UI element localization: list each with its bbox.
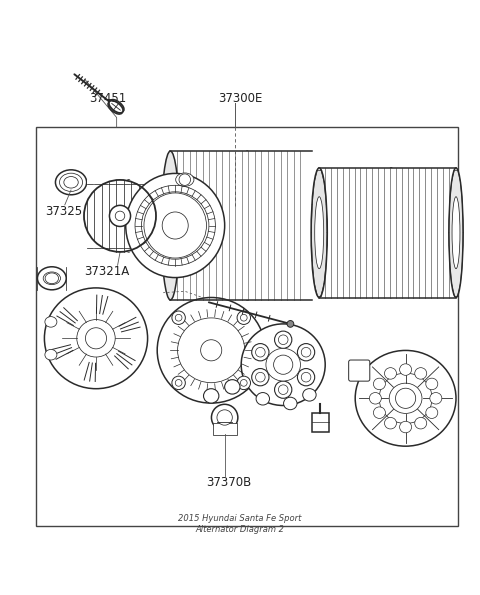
- Ellipse shape: [452, 197, 460, 269]
- Circle shape: [175, 380, 182, 386]
- Ellipse shape: [176, 173, 194, 186]
- Ellipse shape: [115, 211, 125, 221]
- Ellipse shape: [370, 393, 381, 404]
- Ellipse shape: [449, 168, 463, 298]
- Circle shape: [255, 347, 265, 357]
- Circle shape: [301, 372, 311, 382]
- Text: 37321A: 37321A: [84, 265, 129, 278]
- Circle shape: [274, 355, 293, 374]
- Ellipse shape: [303, 389, 316, 401]
- Ellipse shape: [77, 320, 115, 357]
- Ellipse shape: [415, 418, 427, 429]
- Ellipse shape: [239, 151, 255, 300]
- Ellipse shape: [217, 410, 232, 425]
- Ellipse shape: [126, 173, 225, 278]
- Ellipse shape: [256, 393, 270, 405]
- Ellipse shape: [144, 193, 206, 258]
- Circle shape: [172, 376, 185, 390]
- Ellipse shape: [225, 380, 240, 394]
- Ellipse shape: [284, 397, 297, 410]
- Circle shape: [252, 343, 269, 361]
- Ellipse shape: [64, 177, 78, 188]
- Circle shape: [85, 328, 107, 349]
- Ellipse shape: [241, 324, 325, 406]
- Ellipse shape: [45, 273, 59, 284]
- Circle shape: [237, 376, 251, 390]
- Ellipse shape: [45, 349, 57, 360]
- Ellipse shape: [266, 349, 300, 381]
- Bar: [319, 168, 449, 298]
- Circle shape: [298, 343, 315, 361]
- Ellipse shape: [44, 288, 148, 389]
- Circle shape: [396, 388, 416, 408]
- Ellipse shape: [212, 404, 238, 431]
- Ellipse shape: [373, 407, 385, 418]
- FancyBboxPatch shape: [87, 180, 154, 252]
- Circle shape: [252, 368, 269, 386]
- Ellipse shape: [109, 205, 131, 227]
- Ellipse shape: [373, 378, 385, 390]
- Circle shape: [179, 174, 191, 186]
- Ellipse shape: [108, 102, 122, 114]
- Ellipse shape: [157, 298, 265, 403]
- Text: 37370B: 37370B: [206, 476, 252, 489]
- Ellipse shape: [399, 421, 411, 433]
- Ellipse shape: [311, 168, 327, 298]
- Circle shape: [237, 311, 251, 324]
- Ellipse shape: [379, 373, 432, 424]
- Circle shape: [201, 340, 222, 361]
- Ellipse shape: [178, 318, 245, 383]
- Ellipse shape: [389, 383, 422, 414]
- Bar: [213, 423, 237, 436]
- Ellipse shape: [204, 389, 219, 403]
- Circle shape: [278, 385, 288, 394]
- Ellipse shape: [426, 378, 438, 390]
- Ellipse shape: [384, 168, 398, 298]
- Circle shape: [240, 314, 247, 321]
- Bar: [36, 127, 458, 525]
- Circle shape: [172, 311, 185, 324]
- Circle shape: [240, 380, 247, 386]
- Ellipse shape: [384, 418, 396, 429]
- Text: 2015 Hyundai Santa Fe Sport
Alternator Diagram 2: 2015 Hyundai Santa Fe Sport Alternator D…: [178, 514, 302, 534]
- Ellipse shape: [110, 99, 124, 112]
- Ellipse shape: [162, 212, 188, 239]
- Circle shape: [287, 321, 294, 327]
- Circle shape: [275, 381, 292, 398]
- Text: 37451: 37451: [89, 92, 126, 105]
- Ellipse shape: [43, 272, 60, 284]
- Text: 37300E: 37300E: [218, 92, 263, 105]
- Ellipse shape: [415, 368, 427, 379]
- Ellipse shape: [109, 101, 123, 113]
- Text: 37325: 37325: [46, 205, 83, 218]
- Ellipse shape: [37, 267, 66, 290]
- Ellipse shape: [55, 170, 86, 195]
- Ellipse shape: [384, 368, 396, 379]
- FancyBboxPatch shape: [312, 413, 329, 432]
- Ellipse shape: [60, 173, 83, 192]
- Ellipse shape: [45, 317, 57, 327]
- Bar: [170, 151, 300, 300]
- Circle shape: [278, 335, 288, 345]
- Circle shape: [298, 368, 315, 386]
- Ellipse shape: [355, 350, 456, 446]
- Circle shape: [275, 331, 292, 349]
- Ellipse shape: [122, 180, 135, 252]
- Ellipse shape: [399, 364, 411, 375]
- Ellipse shape: [315, 197, 324, 269]
- Circle shape: [255, 372, 265, 382]
- FancyBboxPatch shape: [348, 360, 370, 381]
- Circle shape: [301, 347, 311, 357]
- Ellipse shape: [430, 393, 442, 404]
- Circle shape: [175, 314, 182, 321]
- Ellipse shape: [161, 151, 180, 300]
- Ellipse shape: [426, 407, 438, 418]
